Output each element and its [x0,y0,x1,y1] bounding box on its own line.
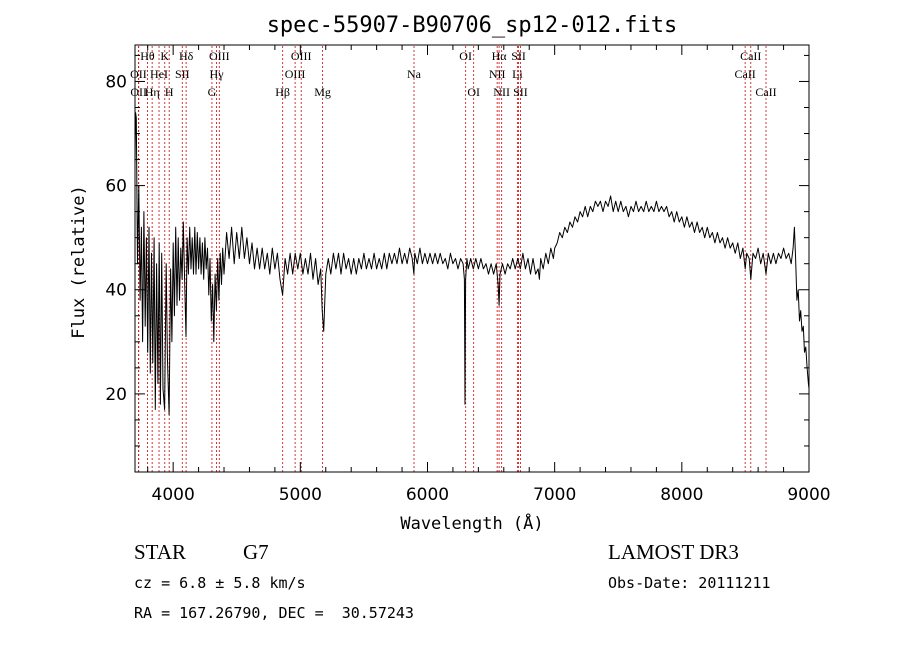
spectrum-line [134,112,810,416]
spectral-line-label: Hα [492,49,508,63]
object-class: STAR [134,540,186,564]
spectral-line-label: Na [407,67,422,81]
y-tick-label: 80 [105,72,127,92]
x-tick-label: 6000 [406,485,449,505]
spectral-line-label: HeI [150,67,168,81]
x-tick-label: 7000 [533,485,576,505]
spectral-line-label: CaII [755,85,776,99]
chart-title: spec-55907-B90706_sp12-012.fits [267,13,678,38]
x-axis-ticks: 4000 5000 6000 7000 8000 9000 [147,45,831,505]
spectral-line-label: K [160,49,169,63]
x-tick-label: 5000 [279,485,322,505]
spectral-line-label: Hη [145,85,160,99]
survey-name: LAMOST DR3 [608,540,739,564]
spectral-line-label: OIII [291,49,312,63]
y-axis-label: Flux (relative) [69,185,89,339]
plot-frame [134,44,810,473]
spectral-line-label: H [165,85,174,99]
spectral-line-label: NII [493,85,510,99]
x-axis-label: Wavelength (Å) [400,512,543,534]
spectral-line-label: OI [459,49,472,63]
spectral-line-label: Hγ [210,67,225,81]
observation-date: Obs-Date: 20111211 [608,574,771,592]
x-tick-label: 9000 [787,485,830,505]
y-tick-label: 60 [105,177,127,197]
redshift-velocity: cz = 6.8 ± 5.8 km/s [134,574,306,592]
spectral-line-label: G [208,85,217,99]
spectral-line-label: SII [511,49,526,63]
spectral-line-label: NII [489,67,506,81]
y-tick-label: 40 [105,281,127,301]
spectral-line-label: CaII [734,67,755,81]
spectral-line-label: Hθ [140,49,155,63]
spectral-line-label: Li [512,67,523,81]
spectral-line-label: SII [175,67,190,81]
y-tick-label: 20 [105,385,127,405]
spectral-line-label: Hβ [275,85,290,99]
spectral-line-label: OI [467,85,480,99]
spectral-line-label: Hδ [179,49,194,63]
spectral-line-labels: OIIOIIHθHηHeIKHSIIHδGHγOIIIHβOIIIOIIIMgN… [130,49,777,99]
spectral-line-label: SII [513,85,528,99]
spectral-line-label: OIII [209,49,230,63]
coordinates: RA = 167.26790, DEC = 30.57243 [134,604,414,622]
spectral-line-label: OII [130,67,147,81]
x-tick-label: 4000 [152,485,195,505]
spectral-line-label: CaII [740,49,761,63]
object-subclass: G7 [243,540,269,564]
spectral-line-label: OIII [285,67,306,81]
spectral-line-label: Mg [314,85,331,99]
y-axis-ticks: 20 40 60 80 [105,54,809,447]
x-tick-label: 8000 [660,485,703,505]
